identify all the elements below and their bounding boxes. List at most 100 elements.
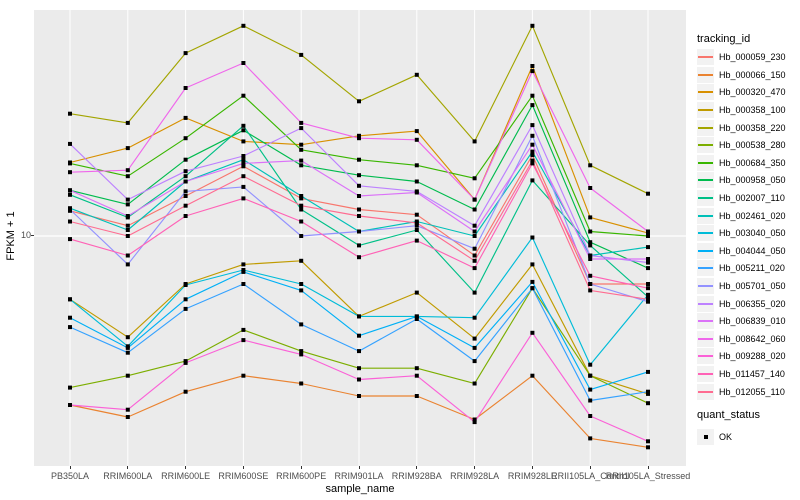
data-point bbox=[588, 163, 593, 168]
data-point bbox=[472, 359, 477, 364]
data-point bbox=[357, 173, 361, 178]
data-point bbox=[414, 72, 419, 77]
x-tick-mark bbox=[358, 466, 360, 469]
legend-item-label: Hb_006839_010 bbox=[719, 316, 786, 327]
data-point bbox=[646, 369, 650, 374]
legend-item-Hb_000684_350: Hb_000684_350 bbox=[697, 154, 786, 171]
legend-key bbox=[697, 207, 714, 224]
legend-item-Hb_000059_230: Hb_000059_230 bbox=[697, 49, 786, 66]
data-point bbox=[357, 394, 361, 398]
data-point bbox=[68, 161, 72, 166]
data-point bbox=[472, 420, 477, 425]
legend-item-Hb_002461_020: Hb_002461_020 bbox=[697, 207, 786, 224]
x-tick-label-RRIM600SE: RRIM600SE bbox=[218, 471, 269, 481]
data-point bbox=[530, 93, 535, 98]
data-point bbox=[588, 186, 593, 190]
data-point bbox=[183, 157, 188, 162]
data-point bbox=[357, 377, 361, 382]
square-point-icon bbox=[703, 435, 708, 440]
data-point bbox=[530, 123, 535, 128]
x-tick-mark bbox=[69, 466, 71, 469]
data-point bbox=[183, 51, 188, 56]
data-point bbox=[68, 141, 72, 146]
data-point bbox=[299, 288, 304, 293]
legend-key bbox=[697, 313, 714, 330]
data-point bbox=[588, 253, 593, 258]
x-tick-label-RRIM928LE: RRIM928LE bbox=[507, 471, 557, 481]
legend-key bbox=[697, 348, 714, 365]
data-point bbox=[357, 194, 361, 198]
data-point bbox=[472, 290, 477, 295]
data-point bbox=[357, 349, 361, 354]
legend-line-swatch bbox=[698, 337, 713, 340]
legend-line-swatch bbox=[698, 232, 713, 235]
legend-line-swatch bbox=[698, 91, 713, 94]
data-point bbox=[125, 253, 130, 258]
legend-key bbox=[697, 190, 714, 207]
data-point bbox=[241, 161, 246, 166]
data-point bbox=[241, 184, 246, 189]
data-point bbox=[125, 174, 130, 179]
data-point bbox=[183, 169, 188, 174]
data-point bbox=[357, 133, 361, 138]
data-point bbox=[472, 229, 477, 234]
data-point bbox=[241, 327, 246, 332]
data-point bbox=[530, 23, 535, 28]
data-point bbox=[68, 170, 72, 175]
data-point bbox=[472, 207, 477, 212]
data-point bbox=[472, 197, 477, 202]
data-point bbox=[299, 196, 304, 201]
legend-line-swatch bbox=[698, 56, 713, 59]
data-point bbox=[241, 157, 246, 162]
data-point bbox=[241, 123, 246, 128]
data-point bbox=[472, 139, 477, 144]
legend-title-quant-status: quant_status bbox=[697, 408, 760, 421]
legend-item-Hb_005701_050: Hb_005701_050 bbox=[697, 277, 786, 295]
data-point bbox=[472, 266, 477, 271]
data-point bbox=[125, 373, 130, 378]
legend-item-Hb_006839_010: Hb_006839_010 bbox=[697, 313, 786, 330]
x-tick-label-RRIM901LA: RRIM901LA bbox=[334, 471, 384, 481]
x-tick-label-RRII105LA_Control: RRII105LA_Control bbox=[551, 471, 630, 481]
data-point bbox=[414, 314, 419, 319]
legend-item-label: Hb_008642_060 bbox=[719, 333, 786, 344]
legend-item-Hb_004044_050: Hb_004044_050 bbox=[697, 242, 786, 259]
legend-item-label: Hb_003040_050 bbox=[719, 228, 786, 239]
data-point bbox=[357, 99, 361, 104]
legend-item-Hb_000958_050: Hb_000958_050 bbox=[697, 172, 786, 189]
legend-line-swatch bbox=[698, 373, 713, 376]
data-point bbox=[299, 120, 304, 125]
data-point bbox=[588, 398, 593, 403]
data-point bbox=[68, 325, 72, 330]
x-tick-label-RRII105LA_Stressed: RRII105LA_Stressed bbox=[605, 471, 691, 481]
data-point bbox=[183, 189, 188, 194]
data-point bbox=[183, 179, 188, 184]
legend-item-label: Hb_011457_140 bbox=[719, 369, 785, 380]
legend-line-swatch bbox=[698, 302, 713, 305]
data-point bbox=[183, 389, 188, 394]
data-point bbox=[125, 407, 130, 412]
data-point bbox=[646, 260, 650, 265]
data-point bbox=[299, 282, 304, 286]
x-tick-mark bbox=[242, 466, 244, 469]
data-point bbox=[125, 168, 130, 173]
data-point bbox=[357, 229, 361, 234]
data-point bbox=[299, 203, 304, 208]
data-point bbox=[414, 290, 419, 295]
data-point bbox=[68, 219, 72, 224]
x-tick-mark bbox=[589, 466, 591, 469]
legend-item-label: Hb_012055_110 bbox=[719, 386, 785, 397]
data-point bbox=[530, 158, 535, 163]
data-point bbox=[646, 257, 650, 261]
data-point bbox=[530, 373, 535, 378]
data-point bbox=[414, 190, 419, 195]
data-point bbox=[183, 306, 188, 311]
legend-item-label: Hb_000358_100 bbox=[719, 105, 786, 116]
legend-line-swatch bbox=[698, 285, 713, 288]
legend-key bbox=[697, 172, 714, 189]
data-point bbox=[530, 142, 535, 147]
data-point bbox=[125, 234, 130, 238]
data-point bbox=[646, 286, 650, 291]
data-point bbox=[68, 403, 72, 407]
